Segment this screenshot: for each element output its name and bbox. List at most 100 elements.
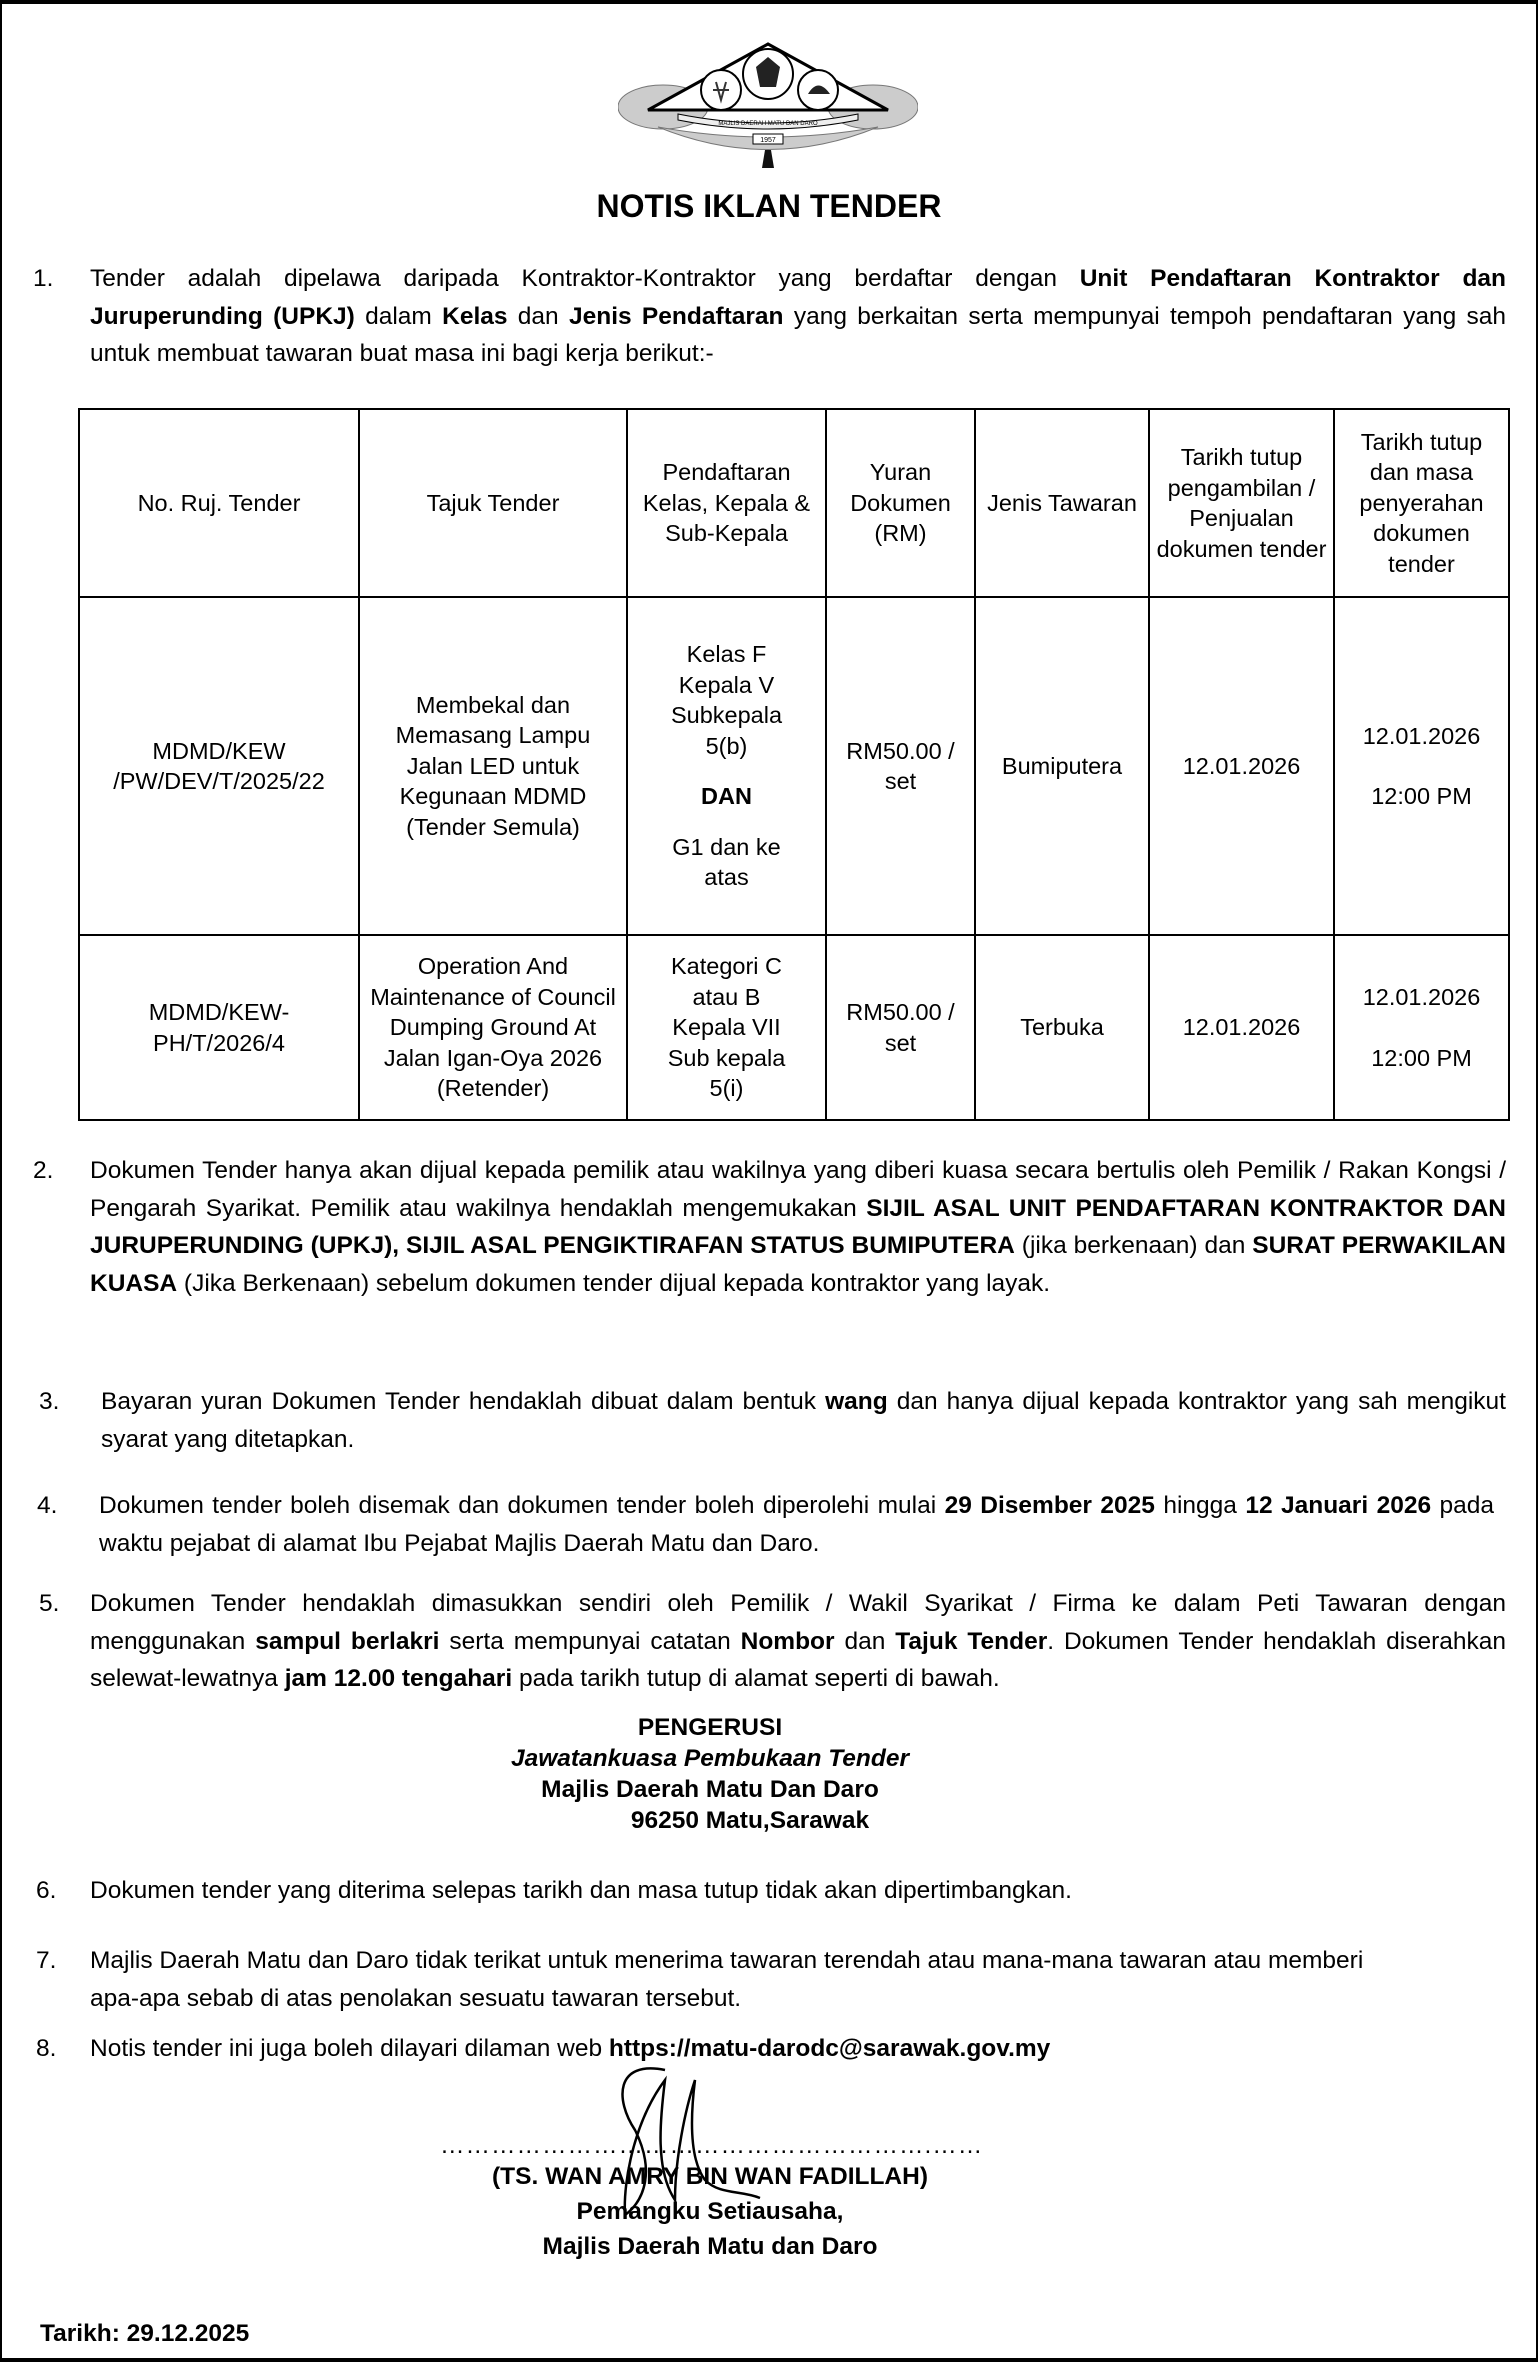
text: dan bbox=[834, 1627, 896, 1655]
svg-text:MAJLIS DAERAH MATU DAN DARO: MAJLIS DAERAH MATU DAN DARO bbox=[718, 121, 818, 127]
bold-text: SIJIL ASAL UNIT PENDAFTARAN KONTRAKTOR D… bbox=[90, 1194, 1506, 1260]
registration-line: atau B bbox=[692, 983, 761, 1010]
header-close-sale: Tarikh tutup pengambilan / Penjualan dok… bbox=[1148, 408, 1335, 598]
header-ref: No. Ruj. Tender bbox=[78, 408, 360, 598]
signatory-position: Pemangku Setiausaha, bbox=[576, 2198, 844, 2225]
text: dan bbox=[507, 302, 569, 330]
registration-line: DAN bbox=[701, 783, 752, 810]
close-date: 12.01.2026 bbox=[1362, 984, 1481, 1010]
registration-line: 5(i) bbox=[709, 1075, 744, 1102]
cell-type: Terbuka bbox=[974, 934, 1150, 1121]
paragraph-number: 4. bbox=[37, 1492, 58, 1519]
text: serta mempunyai catatan bbox=[439, 1627, 741, 1655]
council-name: Majlis Daerah Matu Dan Daro bbox=[541, 1776, 879, 1803]
cell-fee: RM50.00 / set bbox=[825, 934, 976, 1121]
bold-text: Kelas bbox=[442, 302, 508, 330]
registration-line: G1 dan ke bbox=[672, 833, 781, 860]
cell-fee: RM50.00 / set bbox=[825, 596, 976, 936]
text: pada tarikh tutup di alamat seperti di b… bbox=[512, 1665, 1000, 1692]
text: yang berkaitan serta mempunyai tempoh pe… bbox=[90, 302, 1506, 368]
text: Tender adalah dipelawa daripada Kontrakt… bbox=[90, 265, 1080, 292]
text: dalam bbox=[354, 302, 443, 330]
close-time: 12:00 PM bbox=[1371, 783, 1472, 809]
header-title: Tajuk Tender bbox=[358, 408, 628, 598]
paragraph-7: Majlis Daerah Matu dan Daro tidak terika… bbox=[90, 1942, 1390, 2017]
paragraph-5: Dokumen Tender hendaklah dimasukkan send… bbox=[90, 1585, 1506, 1698]
text: Dokumen Tender hendaklah dimasukkan send… bbox=[90, 1590, 1506, 1655]
cell-title: Operation And Maintenance of Council Dum… bbox=[358, 934, 628, 1121]
registration-line: Kepala VII bbox=[672, 1014, 781, 1041]
cell-ref: MDMD/KEW-PH/T/2026/4 bbox=[78, 934, 360, 1121]
cell-registration: Kategori C atau B Kepala VII Sub kepala 5(i) bbox=[626, 934, 827, 1121]
bold-text: SURAT PERWAKILAN KUASA bbox=[90, 1232, 1506, 1297]
paragraph-number: 8. bbox=[36, 2035, 57, 2062]
text: Dokumen tender yang diterima selepas tar… bbox=[90, 1877, 1072, 1904]
text: . Dokumen Tender hendaklah diserahkan se… bbox=[90, 1627, 1507, 1693]
bold-text: jam 12.00 tengahari bbox=[284, 1665, 513, 1692]
text: Bayaran yuran Dokumen Tender hendaklah d… bbox=[101, 1388, 826, 1415]
chairman-title: PENGERUSI bbox=[637, 1714, 783, 1741]
registration-line: Subkepala bbox=[670, 702, 783, 729]
bold-text: Tajuk Tender bbox=[895, 1627, 1048, 1655]
registration-line: 5(b) bbox=[705, 732, 748, 759]
bold-text: Unit Pendaftaran Kontraktor dan Juruperu… bbox=[90, 265, 1506, 330]
text: dan hanya dijual kepada kontraktor yang … bbox=[101, 1388, 1506, 1453]
table-header-row: No. Ruj. Tender Tajuk Tender Pendaftaran… bbox=[78, 408, 1510, 598]
svg-text:1957: 1957 bbox=[760, 137, 776, 144]
cell-close-sale: 12.01.2026 bbox=[1148, 934, 1335, 1121]
paragraph-number: 7. bbox=[36, 1947, 57, 1974]
cell-title: Membekal dan Memasang Lampu Jalan LED un… bbox=[358, 596, 628, 936]
header-type: Jenis Tawaran bbox=[974, 408, 1150, 598]
notice-date: Tarikh: 29.12.2025 bbox=[40, 2320, 250, 2347]
paragraph-2: Dokumen Tender hanya akan dijual kepada … bbox=[90, 1152, 1506, 1302]
cell-ref: MDMD/KEW /PW/DEV/T/2025/22 bbox=[78, 596, 360, 936]
postcode-city: 96250 Matu,Sarawak bbox=[630, 1807, 870, 1834]
signature-dotted-line: ………………………………………………….…… bbox=[440, 2132, 984, 2159]
paragraph-8: Notis tender ini juga boleh dilayari dil… bbox=[90, 2030, 1490, 2068]
signatory-organisation: Majlis Daerah Matu dan Daro bbox=[542, 2233, 878, 2260]
paragraph-number: 5. bbox=[39, 1590, 60, 1617]
table-row: MDMD/KEW-PH/T/2026/4 Operation And Maint… bbox=[78, 934, 1510, 1121]
text: (Jika Berkenaan) sebelum dokumen tender … bbox=[177, 1269, 1051, 1297]
close-date: 12.01.2026 bbox=[1362, 722, 1481, 749]
registration-line bbox=[634, 812, 819, 832]
paragraph-number: 1. bbox=[33, 265, 54, 292]
close-time: 12:00 PM bbox=[1371, 1044, 1472, 1071]
registration-line: Sub kepala bbox=[667, 1044, 786, 1071]
table-row: MDMD/KEW /PW/DEV/T/2025/22 Membekal dan … bbox=[78, 596, 1510, 936]
paragraph-3: Bayaran yuran Dokumen Tender hendaklah d… bbox=[101, 1383, 1506, 1458]
bold-text: wang bbox=[825, 1388, 888, 1415]
text: Dokumen tender boleh disemak dan dokumen… bbox=[99, 1492, 945, 1519]
cell-close-sale: 12.01.2026 bbox=[1148, 596, 1335, 936]
text: Notis tender ini juga boleh dilayari dil… bbox=[90, 2035, 609, 2062]
page-title: NOTIS IKLAN TENDER bbox=[596, 188, 942, 224]
bold-text: 12 Januari 2026 bbox=[1245, 1492, 1432, 1519]
cell-close-submit: 12.01.2026 12:00 PM bbox=[1333, 596, 1510, 936]
signature bbox=[621, 2067, 761, 2218]
text: Dokumen Tender hanya akan dijual kepada … bbox=[90, 1157, 1506, 1222]
registration-line: Kategori C bbox=[670, 953, 783, 980]
bold-text: Jenis Pendaftaran bbox=[568, 302, 784, 330]
paragraph-4: Dokumen tender boleh disemak dan dokumen… bbox=[99, 1487, 1494, 1562]
text: pada waktu pejabat di alamat Ibu Pejabat… bbox=[99, 1492, 1495, 1557]
cell-registration: Kelas F Kepala V Subkepala 5(b) DAN G1 dan ke… bbox=[626, 596, 827, 936]
bold-text: Nombor bbox=[740, 1627, 835, 1655]
header-fee: Yuran Dokumen (RM) bbox=[825, 408, 976, 598]
chairman-address: PENGERUSI Jawatankuasa Pembukaan Tender … bbox=[300, 1712, 1120, 1836]
registration-line: Kepala V bbox=[678, 671, 775, 698]
registration-line: atas bbox=[704, 864, 749, 891]
cell-type: Bumiputera bbox=[974, 596, 1150, 936]
paragraph-number: 3. bbox=[39, 1388, 60, 1415]
text: (jika berkenaan) dan bbox=[1014, 1232, 1253, 1259]
bold-text[interactable]: https://matu-darodc@sarawak.gov.my bbox=[608, 2035, 1051, 2062]
signatory-block: ………………………………………………….…… (TS. WAN AMRY BIN… bbox=[440, 2130, 984, 2262]
registration-line: Kelas F bbox=[686, 641, 767, 668]
bold-text: sampul berlakri bbox=[255, 1627, 440, 1655]
paragraph-6: Dokumen tender yang diterima selepas tar… bbox=[90, 1872, 1390, 1910]
committee-name: Jawatankuasa Pembukaan Tender bbox=[510, 1745, 910, 1772]
signatory-name: (TS. WAN AMRY BIN WAN FADILLAH) bbox=[492, 2163, 928, 2190]
paragraph-number: 6. bbox=[36, 1877, 57, 1904]
header-registration: Pendaftaran Kelas, Kepala & Sub-Kepala bbox=[626, 408, 827, 598]
cell-close-submit: 12.01.2026 12:00 PM bbox=[1333, 934, 1510, 1121]
bold-text: 29 Disember 2025 bbox=[944, 1492, 1155, 1519]
